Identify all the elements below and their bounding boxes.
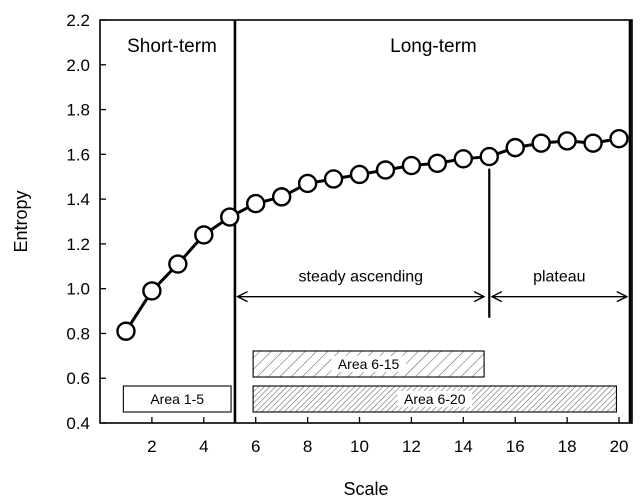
y-tick-label: 2.2 xyxy=(66,11,90,30)
area-6-15-box-label-bg xyxy=(331,356,406,372)
x-axis-title: Scale xyxy=(343,479,388,498)
data-point xyxy=(271,187,292,207)
x-tick-label: 4 xyxy=(199,437,208,456)
data-point xyxy=(349,164,370,185)
data-point xyxy=(246,193,266,214)
data-point xyxy=(220,207,240,227)
data-point xyxy=(142,281,162,301)
data-point xyxy=(194,225,214,245)
y-tick-label: 1.8 xyxy=(66,101,90,120)
y-tick-label: 1.2 xyxy=(66,235,90,254)
data-point xyxy=(297,173,318,194)
short-term-region-label: Short-term xyxy=(127,36,217,57)
steady-ascending-label: steady ascending xyxy=(299,269,424,286)
y-tick-label: 1.6 xyxy=(66,145,90,164)
data-point xyxy=(609,128,629,149)
area-6-20-label: Area 6-20 xyxy=(404,391,466,407)
data-point xyxy=(375,160,396,180)
data-point xyxy=(531,133,551,153)
data-point xyxy=(505,137,525,158)
area-6-20-box-label-bg xyxy=(397,391,472,407)
data-point xyxy=(401,155,422,176)
y-tick-label: 1.4 xyxy=(66,190,90,209)
data-point xyxy=(323,169,344,189)
x-tick-label: 8 xyxy=(303,437,312,456)
plateau-label: plateau xyxy=(533,269,586,286)
data-point xyxy=(453,149,474,169)
data-point xyxy=(427,153,448,173)
data-point xyxy=(116,321,136,341)
x-tick-label: 18 xyxy=(558,437,577,456)
y-axis-title: Entropy xyxy=(11,190,31,252)
y-tick-label: 0.4 xyxy=(66,414,90,433)
long-term-region-label: Long-term xyxy=(390,36,477,57)
plot-frame xyxy=(99,19,633,424)
area-1-5-box xyxy=(122,385,232,413)
x-tick-label: 6 xyxy=(251,437,260,456)
x-tick-label: 14 xyxy=(454,437,473,456)
x-tick-label: 10 xyxy=(350,437,369,456)
y-tick-label: 0.6 xyxy=(66,369,90,388)
data-point xyxy=(583,133,603,153)
data-point xyxy=(479,146,499,167)
y-tick-label: 2.0 xyxy=(66,56,90,75)
y-tick-label: 0.8 xyxy=(66,324,90,343)
data-point xyxy=(168,254,188,274)
x-tick-label: 20 xyxy=(610,437,629,456)
data-point xyxy=(557,131,577,151)
y-tick-label: 1.0 xyxy=(66,280,90,299)
x-tick-label: 2 xyxy=(147,437,156,456)
area-6-15-label: Area 6-15 xyxy=(338,356,400,372)
x-tick-label: 16 xyxy=(506,437,525,456)
x-tick-label: 12 xyxy=(402,437,421,456)
area-1-5-label: Area 1-5 xyxy=(150,391,204,407)
